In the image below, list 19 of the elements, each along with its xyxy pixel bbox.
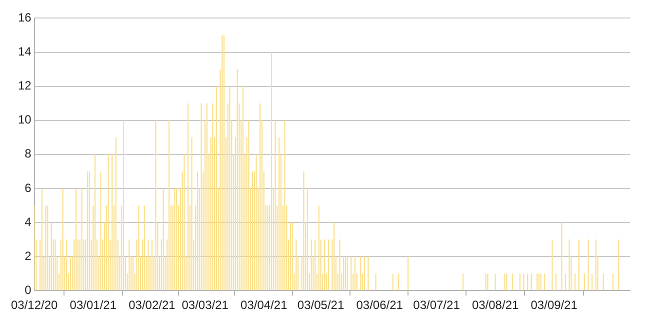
x-tick-label: 03/09/21 [530, 298, 578, 312]
x-tick-label: 03/08/21 [472, 298, 519, 312]
y-tick-label: 6 [24, 180, 32, 195]
y-tick-label: 0 [24, 282, 32, 297]
y-tick-label: 10 [18, 112, 32, 127]
x-tick-label: 03/04/21 [240, 298, 288, 312]
x-tick-label: 03/01/21 [70, 298, 117, 312]
y-tick-label: 12 [18, 78, 32, 93]
x-tick-label: 03/07/21 [413, 298, 460, 312]
x-tick-label: 03/05/21 [297, 298, 344, 312]
x-tick-label: 03/12/20 [10, 298, 58, 312]
x-tick-label: 03/03/21 [182, 298, 229, 312]
x-tick-label: 03/06/21 [356, 298, 404, 312]
y-tick-label: 4 [24, 214, 32, 229]
y-tick-label: 8 [24, 146, 32, 161]
y-tick-label: 14 [18, 44, 32, 59]
y-tick-label: 16 [18, 10, 32, 25]
x-tick-label: 03/02/21 [128, 298, 176, 312]
y-tick-label: 2 [24, 248, 32, 263]
